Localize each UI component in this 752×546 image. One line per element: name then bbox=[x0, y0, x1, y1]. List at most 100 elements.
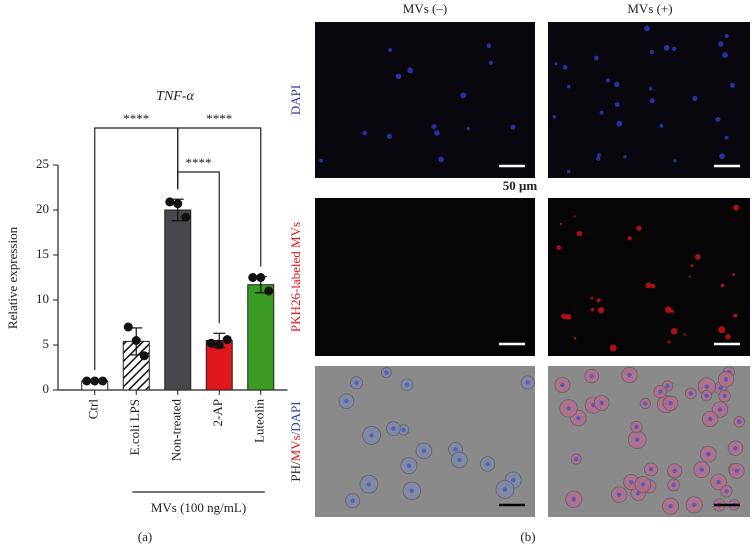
nucleus bbox=[554, 62, 558, 66]
data-point bbox=[165, 197, 175, 207]
data-point bbox=[173, 199, 183, 209]
mv-signal bbox=[664, 306, 672, 313]
nucleus bbox=[688, 391, 693, 396]
nucleus bbox=[366, 482, 372, 487]
nucleus bbox=[719, 153, 725, 160]
data-point bbox=[123, 322, 133, 332]
data-point bbox=[206, 338, 216, 348]
data-point bbox=[98, 376, 108, 386]
nucleus bbox=[671, 482, 676, 488]
nucleus bbox=[623, 155, 627, 159]
bar bbox=[247, 284, 275, 391]
mv-signal bbox=[609, 344, 617, 352]
nucleus bbox=[434, 130, 440, 136]
data-point bbox=[214, 340, 224, 350]
row-label: PKH26-labeled MVs bbox=[288, 222, 303, 332]
mv-signal bbox=[559, 222, 563, 226]
chart-title: TNF-α bbox=[156, 89, 194, 104]
nucleus bbox=[649, 49, 654, 54]
nucleus bbox=[593, 55, 599, 61]
nucleus bbox=[648, 86, 653, 91]
nucleus bbox=[704, 384, 710, 389]
y-tick-label: 10 bbox=[36, 291, 49, 306]
nucleus bbox=[562, 65, 568, 70]
row-label-part: PKH26-labeled MVs bbox=[288, 222, 303, 332]
mv-signal bbox=[670, 328, 678, 335]
row-label: DAPI bbox=[288, 85, 303, 115]
nucleus bbox=[706, 452, 711, 457]
nucleus bbox=[616, 492, 622, 497]
nucleus bbox=[571, 497, 576, 502]
nucleus bbox=[525, 380, 530, 385]
data-point bbox=[256, 273, 266, 282]
data-point bbox=[264, 286, 274, 296]
nucleus bbox=[599, 400, 604, 406]
nucleus bbox=[648, 467, 654, 472]
y-tick-label: 5 bbox=[43, 336, 50, 351]
nucleus bbox=[640, 482, 646, 487]
nucleus bbox=[659, 123, 664, 128]
data-point bbox=[181, 212, 191, 222]
nucleus bbox=[718, 41, 724, 47]
nucleus bbox=[629, 479, 634, 485]
nucleus bbox=[589, 373, 594, 379]
nucleus bbox=[407, 67, 414, 74]
nucleus bbox=[431, 124, 437, 130]
significance-label: **** bbox=[186, 155, 212, 170]
mv-signal bbox=[576, 230, 583, 237]
nucleus bbox=[663, 44, 670, 51]
data-point bbox=[248, 273, 258, 282]
nucleus bbox=[616, 120, 623, 127]
nucleus bbox=[566, 406, 571, 411]
data-point bbox=[131, 336, 141, 345]
caption: (a) bbox=[138, 529, 152, 544]
mv-signal bbox=[690, 264, 694, 268]
column-header: MVs (+) bbox=[627, 1, 672, 16]
row-label-part: MVs bbox=[288, 435, 303, 461]
nucleus bbox=[692, 502, 697, 507]
mv-signal bbox=[732, 272, 736, 276]
nucleus bbox=[649, 98, 655, 104]
nucleus bbox=[596, 156, 601, 161]
mv-signal bbox=[725, 334, 731, 340]
nucleus bbox=[724, 135, 729, 140]
significance-label: **** bbox=[123, 111, 149, 126]
nucleus bbox=[552, 114, 557, 119]
nucleus bbox=[319, 158, 323, 163]
nucleus bbox=[384, 370, 389, 375]
mv-signal bbox=[667, 340, 671, 344]
nucleus bbox=[560, 382, 565, 388]
nucleus bbox=[401, 427, 406, 433]
nucleus bbox=[634, 424, 639, 430]
nucleus bbox=[457, 457, 462, 463]
nucleus bbox=[406, 463, 412, 468]
nucleus bbox=[566, 169, 571, 174]
x-tick-label: Luteolin bbox=[252, 399, 267, 444]
nucleus bbox=[404, 382, 410, 387]
mv-signal bbox=[733, 313, 738, 318]
y-tick-label: 20 bbox=[36, 201, 49, 216]
y-tick-label: 0 bbox=[43, 381, 50, 396]
nucleus bbox=[692, 95, 698, 101]
nucleus bbox=[567, 84, 571, 89]
nucleus bbox=[672, 468, 677, 474]
significance-bracket bbox=[177, 127, 262, 267]
nucleus bbox=[627, 372, 632, 378]
nucleus bbox=[599, 110, 604, 115]
mv-signal bbox=[694, 254, 701, 260]
nucleus bbox=[734, 468, 739, 474]
nucleus bbox=[573, 456, 579, 462]
nucleus bbox=[597, 153, 602, 157]
nucleus bbox=[391, 426, 396, 431]
nucleus bbox=[395, 73, 402, 80]
nucleus bbox=[369, 433, 374, 438]
x-tick-label: Ctrl bbox=[86, 399, 101, 420]
nucleus bbox=[699, 467, 704, 472]
nucleus bbox=[635, 491, 641, 496]
nucleus bbox=[729, 82, 736, 88]
data-point bbox=[222, 335, 232, 345]
nucleus bbox=[488, 60, 493, 65]
mv-signal bbox=[590, 307, 595, 312]
nucleus bbox=[605, 78, 611, 83]
microscopy-panel bbox=[548, 198, 750, 356]
